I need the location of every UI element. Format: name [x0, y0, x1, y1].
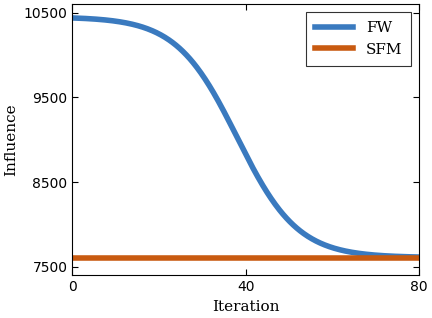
SFM [276, 256, 281, 259]
FW [257, 179, 263, 183]
Y-axis label: Influence: Influence [4, 103, 18, 176]
X-axis label: Iteration: Iteration [212, 300, 280, 314]
SFM [257, 256, 263, 259]
SFM [235, 256, 240, 259]
FW [354, 251, 359, 255]
SFM [237, 256, 242, 259]
FW [408, 255, 413, 259]
SFM [70, 256, 75, 259]
FW [70, 16, 75, 20]
SFM [408, 256, 413, 259]
FW [237, 139, 242, 143]
FW [416, 255, 422, 259]
FW [235, 135, 240, 139]
SFM [416, 256, 422, 259]
Line: FW: FW [73, 18, 419, 257]
Legend: FW, SFM: FW, SFM [306, 12, 411, 66]
SFM [354, 256, 359, 259]
FW [276, 207, 281, 211]
